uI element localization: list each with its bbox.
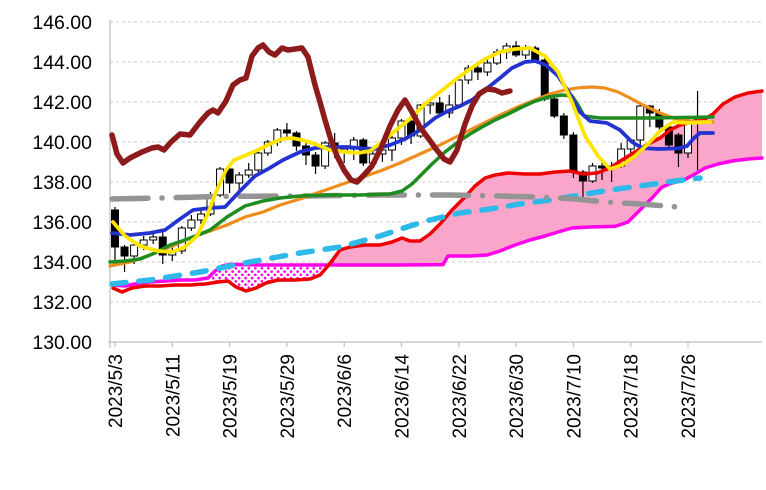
series-slow-ma-orange [108,85,715,268]
candle-body-down [674,134,683,154]
candle-body-up [130,244,139,257]
y-axis-labels: 146.00 144.00 142.00 140.00 138.00 136.00 134.… [32,12,92,354]
candle-body-down [569,134,578,173]
x-axis-label: 2023/5/19 [221,354,242,439]
x-axis-label: 2023/7/10 [564,354,585,439]
candle-body-up [254,152,263,171]
y-axis-label: 138.00 [32,172,92,194]
y-axis-label: 130.00 [32,332,92,354]
candle-body-down [473,67,482,73]
x-axis-label: 2023/5/11 [163,354,184,437]
y-axis-label: 144.00 [32,52,92,74]
slow-ma-orange-line [108,85,715,268]
x-axis-label: 2023/6/14 [393,354,414,439]
candle-body-down [598,165,607,169]
series-long-trend-ma-cyan [109,175,703,287]
long-trend-ma-cyan-line [109,175,703,287]
candle-body-up [149,236,158,241]
y-axis-label: 142.00 [32,92,92,114]
candle-body-up [139,239,148,246]
x-axis-label: 2023/7/18 [622,354,643,439]
x-axis-label: 2023/6/22 [450,354,471,439]
x-axis-label: 2023/5/29 [278,354,299,439]
x-axis-label: 2023/6/6 [335,354,356,428]
y-axis-label: 136.00 [32,212,92,234]
candle-body-down [559,115,568,136]
candle-body-up [454,79,463,106]
axes [108,20,762,348]
candle-body-up [187,219,196,229]
candle-body-down [311,154,320,167]
candle-body-up [321,142,330,167]
candle-body-down [282,129,291,134]
x-axis-labels: 2023/5/3 2023/5/11 2023/5/19 2023/5/29 2023/… [106,342,700,439]
y-axis-label: 132.00 [32,292,92,314]
y-axis-label: 146.00 [32,12,92,34]
candle-body-up [483,62,492,73]
series-lagging-span-darkred [109,42,513,185]
lagging-span-darkred-line [109,42,513,185]
mid-ma-blue-line [110,59,715,237]
candle-body-down [120,246,129,257]
series-span-a-red [111,89,764,294]
series-long-ma-gray [109,192,691,211]
x-axis-label: 2023/7/26 [679,354,700,439]
candle-body-down [550,98,559,117]
x-axis-label: 2023/6/30 [507,354,528,439]
x-axis-label: 2023/5/3 [106,354,127,428]
candle-body-up [684,123,692,154]
candle-body-down [435,102,444,114]
candle-body-down [578,171,587,182]
candle-body-down [225,168,234,184]
cloud-bullish-pink [334,91,762,265]
y-axis-label: 140.00 [32,132,92,154]
candle-body-up [636,105,645,141]
span-a-red-line [111,89,764,294]
y-axis-label: 134.00 [32,252,92,274]
candle-body-up [244,169,253,176]
candlesticks [111,41,702,272]
series-mid-ma-blue [110,59,715,237]
candle-body-up [235,174,244,184]
long-ma-gray-line [109,192,691,211]
